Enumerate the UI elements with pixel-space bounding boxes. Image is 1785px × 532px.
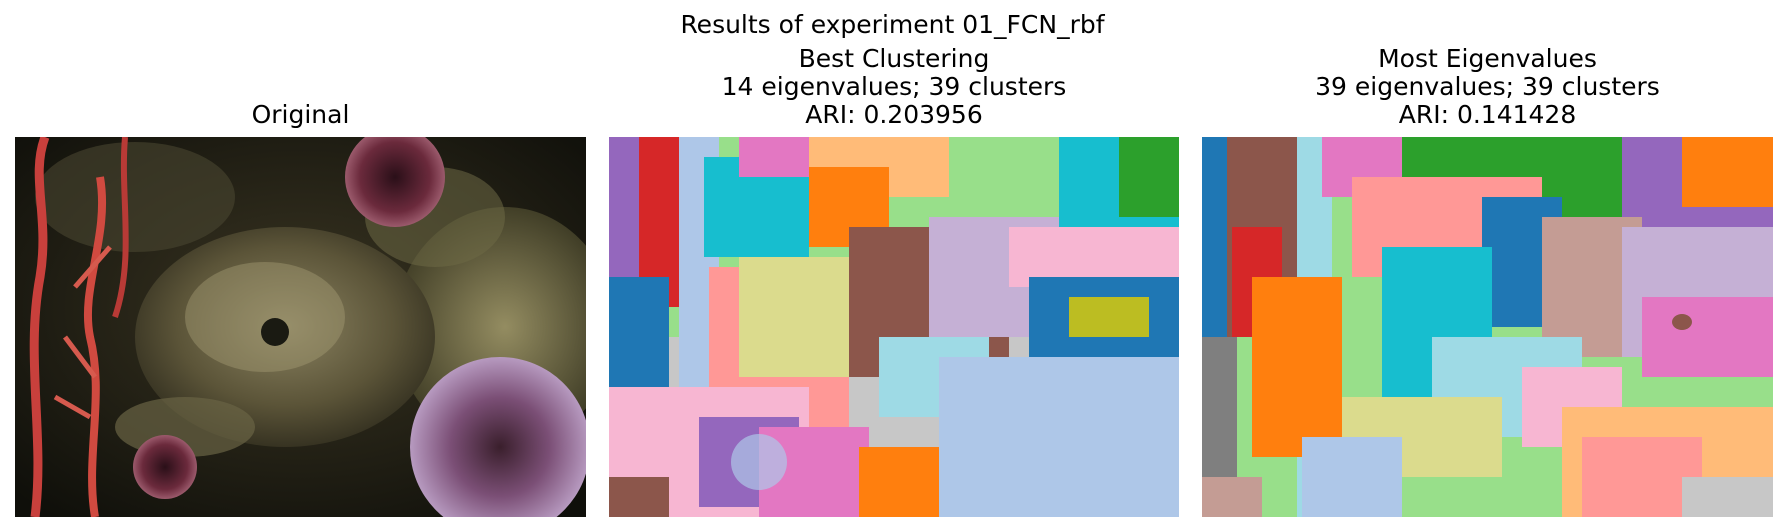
most-eigenvalues-counts: 39 eigenvalues; 39 clusters [1315,72,1660,101]
original-photo [15,137,586,517]
figure-title: Results of experiment 01_FCN_rbf [680,10,1105,39]
most-eigenvalues-image [1202,137,1773,517]
best-clustering-image [609,137,1179,517]
best-clustering-ari: ARI: 0.203956 [805,100,983,129]
best-clustering-counts: 14 eigenvalues; 39 clusters [721,72,1067,101]
most-eigenvalues-title: Most Eigenvalues [1378,44,1597,73]
best-clustering-title: Best Clustering [798,44,990,73]
best-clustering-map [609,137,1179,517]
best-clustering-title-block: Best Clustering 14 eigenvalues; 39 clust… [609,45,1179,129]
original-title-block: Original [15,101,586,129]
most-eigenvalues-title-block: Most Eigenvalues 39 eigenvalues; 39 clus… [1202,45,1773,129]
most-eigenvalues-map [1202,137,1773,517]
most-eigenvalues-ari: ARI: 0.141428 [1398,100,1577,129]
original-title: Original [251,100,350,129]
original-image [15,137,586,517]
